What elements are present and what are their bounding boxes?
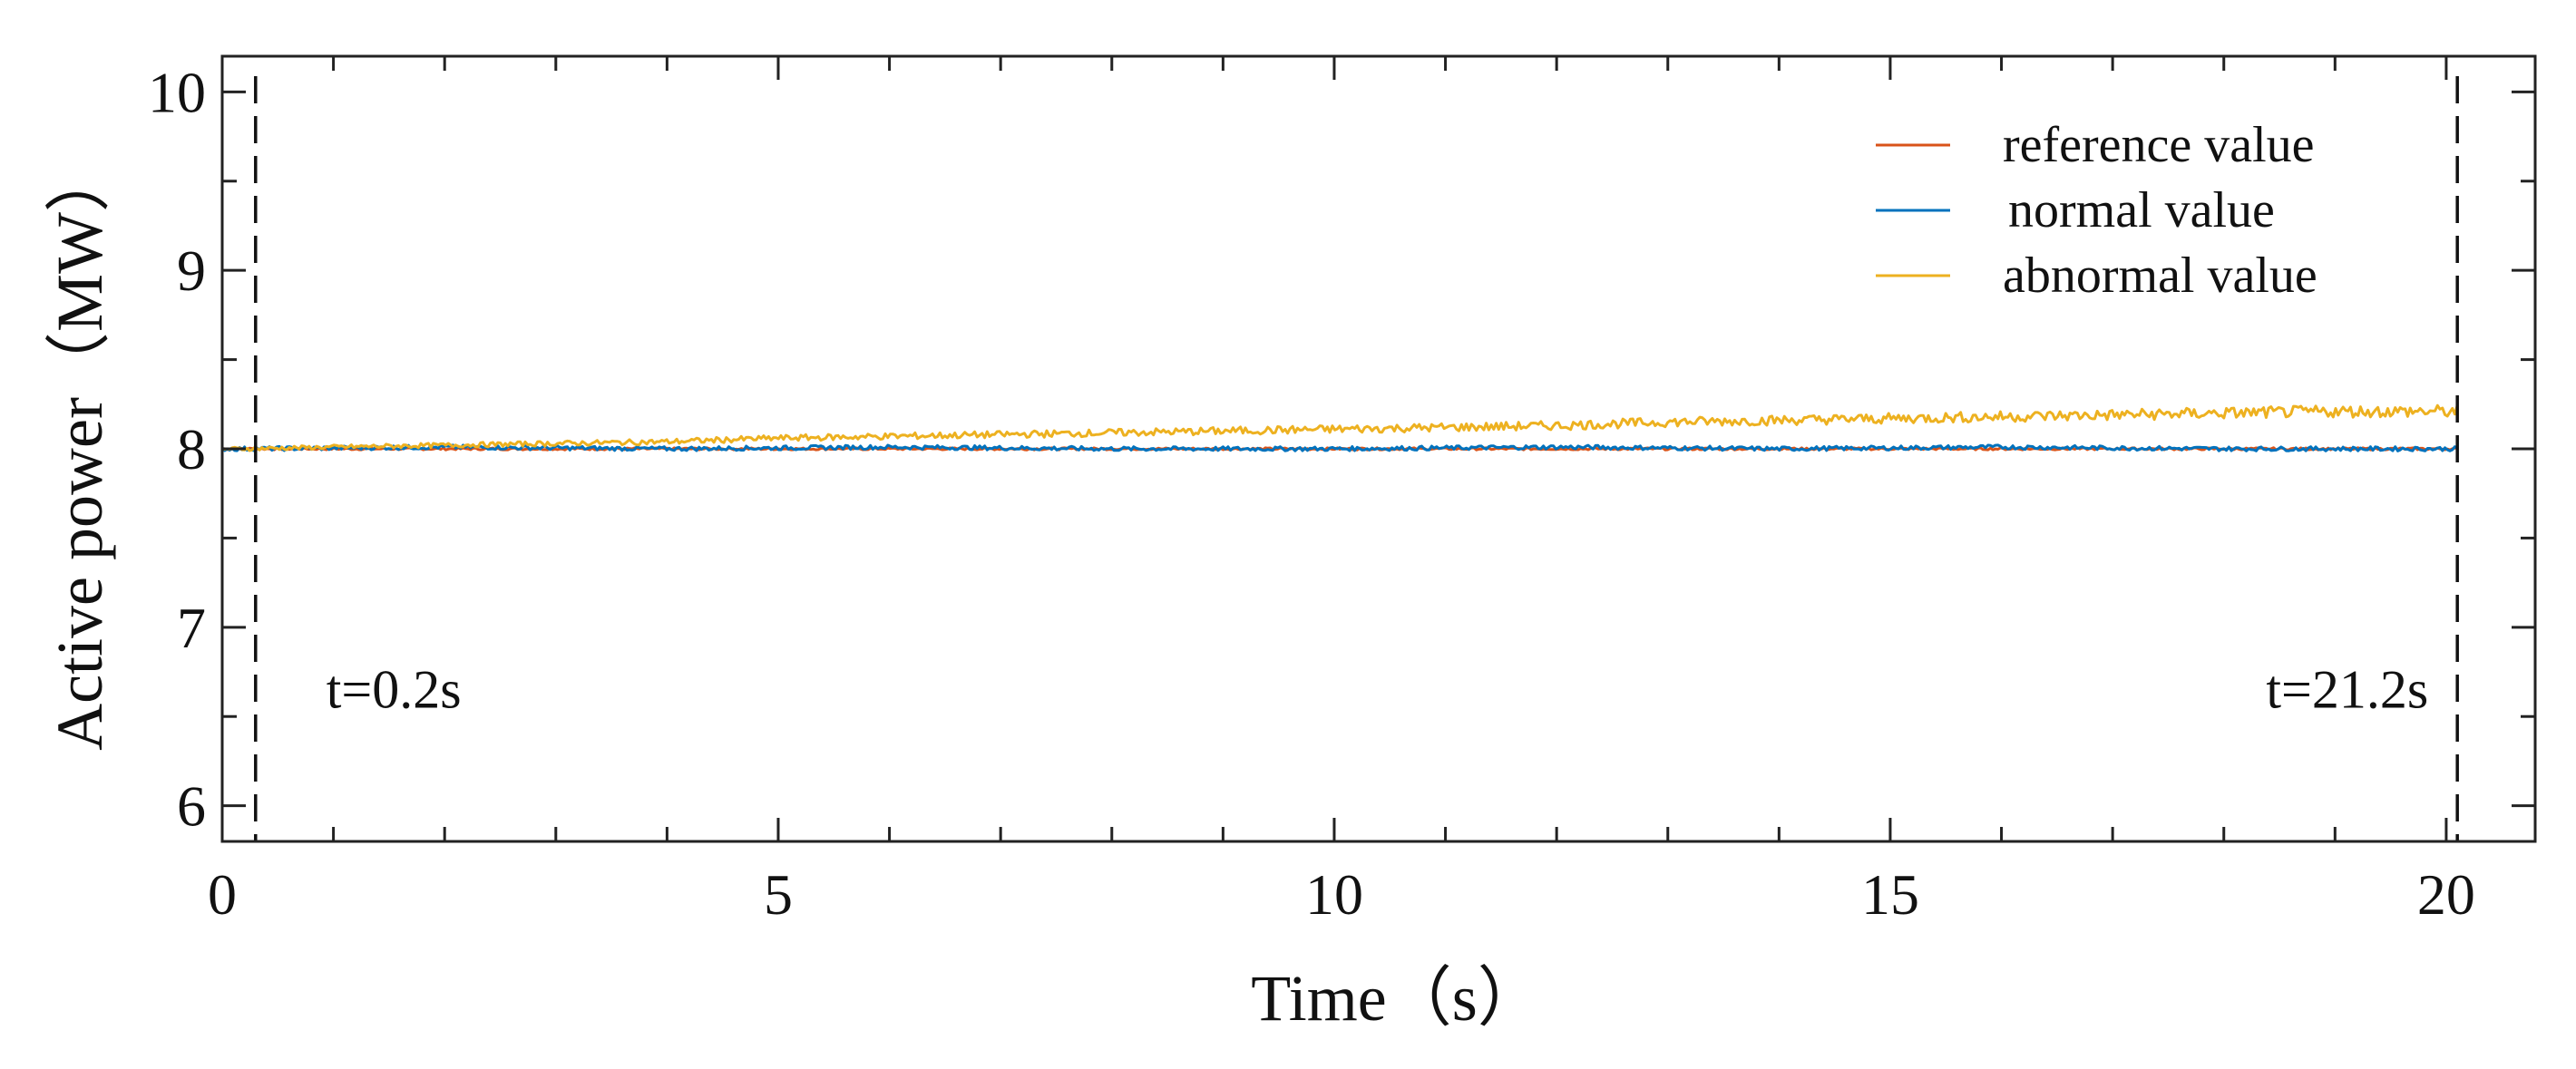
- legend-label: reference value: [2003, 117, 2315, 173]
- series-line: [220, 443, 2458, 452]
- legend-label: normal value: [2008, 182, 2275, 238]
- series-line: [221, 403, 2459, 452]
- y-tick-label: 9: [177, 238, 206, 303]
- y-tick-label: 10: [148, 60, 206, 124]
- y-tick-label: 7: [177, 596, 206, 660]
- y-tick-label: 8: [177, 417, 206, 481]
- legend-label: abnormal value: [2003, 248, 2317, 304]
- plot-area: t=0.2s t=21.2s: [220, 76, 2459, 841]
- axes: 0 5 10 15 20 6 7 8 9 10 Time（s） Active power（MW）: [44, 54, 2537, 1035]
- y-tick-label: 6: [177, 774, 206, 839]
- x-tick-label: 10: [1305, 862, 1363, 927]
- x-tick-label: 15: [1861, 862, 1919, 927]
- annotation-label: t=21.2s: [2266, 659, 2428, 719]
- x-tick-label: 0: [208, 862, 237, 927]
- y-axis-title: Active power（MW）: [44, 147, 116, 751]
- annotation-label: t=0.2s: [327, 659, 462, 719]
- legend: reference value normal value abnormal valu…: [1876, 117, 2317, 304]
- x-axis-title: Time（s）: [1251, 962, 1542, 1035]
- x-tick-label: 20: [2417, 862, 2475, 927]
- x-tick-label: 5: [764, 862, 793, 927]
